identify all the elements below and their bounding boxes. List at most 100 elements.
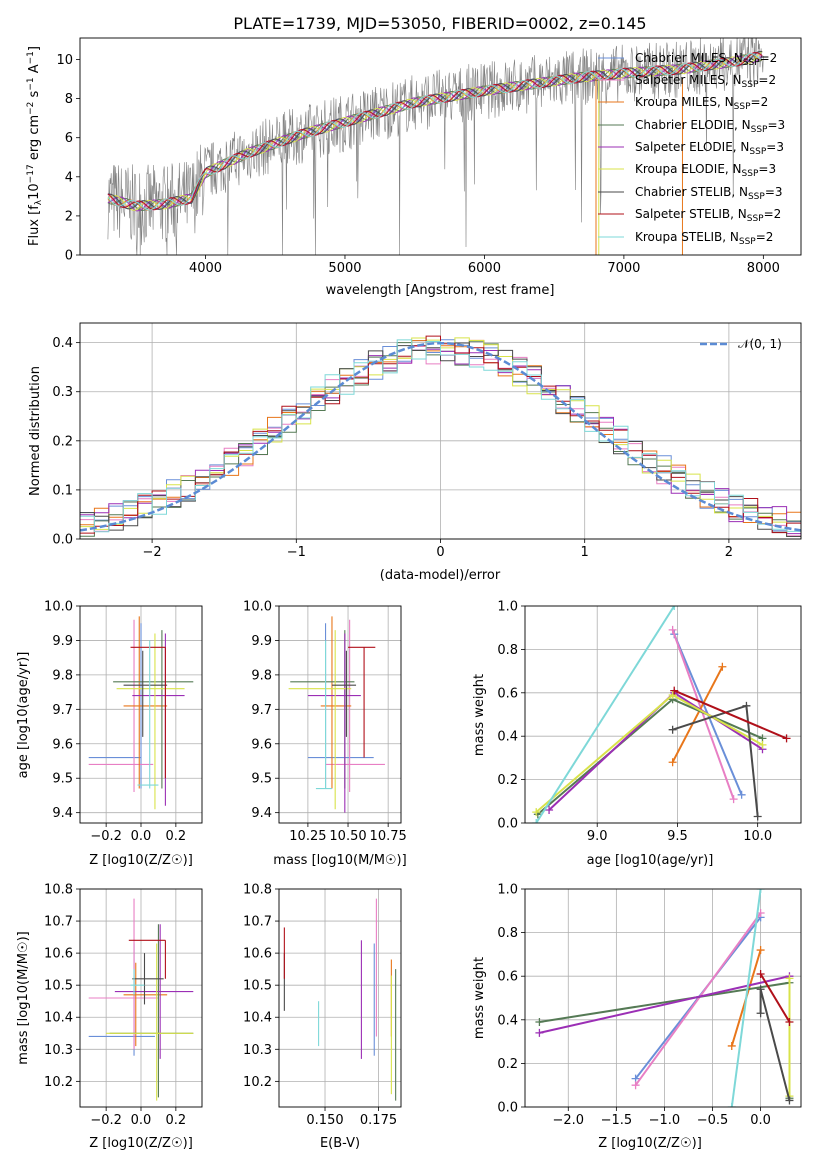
- axes-frame: [79, 37, 802, 256]
- spectrum-ylabel-g: s: [27, 90, 42, 101]
- model-spectrum: [107, 53, 763, 211]
- weight-marker: [742, 701, 751, 710]
- weight-marker: [718, 662, 727, 671]
- plot-area: [107, 38, 764, 255]
- weight-marker: [727, 1103, 736, 1107]
- y-tick-label: 9.7: [52, 703, 73, 718]
- axes: −0.2 0.0 0.2 10.2 10.3 10.4 10.5 10.6 10.7 10.8: [44, 883, 203, 1128]
- legend-label-sub: SSP: [743, 58, 760, 68]
- histogram-xlabel: (data-model)/error: [380, 568, 501, 583]
- y-tick-label: 9.7: [251, 703, 272, 718]
- model-spectrum: [107, 50, 763, 210]
- legend-label-text: Salpeter MILES, N: [635, 73, 742, 87]
- Z-xlabel-weight: Z [log10(Z/Z☉)]: [598, 1136, 702, 1151]
- age-ylabel: age [log10(age/yr)]: [16, 652, 31, 779]
- weight-marker: [670, 606, 679, 610]
- legend-label-end: =2: [760, 51, 778, 65]
- age-weight-panel: 9.0 9.5 10.0 0.0 0.2 0.4 0.6 0.8 1.0: [497, 600, 802, 844]
- spectrum-ylabel-b: λ: [34, 199, 44, 205]
- y-tick-label: 0.0: [497, 1101, 518, 1116]
- legend-label-text: Chabrier ELODIE, N: [635, 118, 751, 132]
- legend-label: Kroupa ELODIE, NSSP=3: [635, 162, 776, 179]
- x-tick-label: 0.2: [166, 1113, 187, 1128]
- x-tick-label: −1.5: [601, 1113, 633, 1128]
- weight-marker: [532, 808, 541, 817]
- spectrum-ylabel-k: ]: [27, 46, 42, 51]
- y-tick-label: 0.8: [497, 643, 518, 658]
- weight-marker: [668, 625, 677, 634]
- x-tick-label: 10.75: [370, 829, 407, 844]
- x-tick-label: 9.5: [667, 829, 688, 844]
- y-tick-label: 9.5: [52, 772, 73, 787]
- weight-marker: [756, 970, 765, 979]
- x-tick-label: 0.0: [131, 1113, 152, 1128]
- Z-xlabel-upper: Z [log10(Z/Z☉)]: [89, 853, 193, 868]
- x-tick-label: 5000: [328, 261, 361, 276]
- figure-title: PLATE=1739, MJD=53050, FIBERID=0002, z=0…: [233, 14, 646, 33]
- legend-label-sub: SSP: [747, 214, 764, 224]
- legend-label-text: Chabrier STELIB, N: [635, 185, 748, 199]
- legend-label: Kroupa STELIB, NSSP=2: [635, 230, 773, 247]
- legend-label-text: Kroupa ELODIE, N: [635, 162, 742, 176]
- x-tick-label: 1: [581, 545, 589, 560]
- legend-entry: Salpeter ELODIE, NSSP=3: [598, 140, 784, 157]
- weight-line: [671, 629, 735, 800]
- weight-marker: [668, 758, 677, 767]
- legend-label: Chabrier ELODIE, NSSP=3: [635, 118, 785, 135]
- spectrum-ylabel: Flux [fλ10−17 erg cm−2 s−1 A−1]: [26, 46, 44, 246]
- y-tick-label: 6: [65, 131, 73, 146]
- spectrum-ylabel-c: 10: [27, 183, 42, 200]
- y-tick-label: 9.6: [52, 737, 73, 752]
- Z-weight-panel: −2.0 −1.5 −1.0 −0.5 0.0 0.0 0.2 0.4 0.6 0.8 1.0: [497, 883, 802, 1128]
- x-tick-label: −0.2: [90, 829, 122, 844]
- spectrum-ylabel-d: −17: [26, 164, 36, 183]
- y-tick-label: 10.6: [44, 947, 73, 962]
- y-tick-label: 0.4: [497, 1013, 518, 1028]
- legend-entry: Chabrier ELODIE, NSSP=3: [598, 118, 785, 135]
- weight-marker: [758, 740, 767, 749]
- weight-marker: [535, 1017, 544, 1026]
- y-tick-label: 10.7: [44, 915, 73, 930]
- weight-marker: [535, 1028, 544, 1037]
- spectrum-ylabel-i: A: [27, 64, 42, 77]
- weight-marker: [756, 1009, 765, 1018]
- y-tick-label: 0: [65, 249, 73, 264]
- mass-weight-ylabel-upper: mass weight: [472, 674, 487, 756]
- x-tick-label: 2: [725, 545, 733, 560]
- legend-label: Chabrier MILES, NSSP=2: [635, 51, 777, 68]
- legend-label: Salpeter MILES, NSSP=2: [635, 73, 776, 90]
- weight-marker: [631, 1081, 640, 1090]
- mass-age-panel: 10.25 10.50 10.75 9.4 9.5 9.6 9.7 9.8 9.9 10.0: [243, 600, 407, 845]
- spectrum-ylabel-f: −2: [26, 102, 36, 115]
- x-tick-label: −1: [287, 545, 306, 560]
- spectrum-ylabel-h: −1: [26, 77, 36, 90]
- residual-histogram-panel: −2 −1 0 1 2 0.0 0.1 0.2 0.3 0.4: [52, 322, 802, 560]
- legend-entry: Kroupa ELODIE, NSSP=3: [598, 162, 776, 179]
- y-tick-label: 10.2: [44, 1075, 73, 1090]
- Z-xlabel-lower: Z [log10(Z/Z☉)]: [89, 1136, 193, 1151]
- axes: 4000 5000 6000 7000 8000 0 2 4 6 8 10: [56, 37, 802, 276]
- weight-line: [759, 973, 791, 1023]
- legend-label-sub: SSP: [739, 237, 756, 247]
- legend-entry: Salpeter MILES, NSSP=2: [598, 73, 776, 90]
- y-tick-label: 0.0: [497, 817, 518, 832]
- y-tick-label: 9.9: [52, 634, 73, 649]
- y-tick-label: 9.8: [52, 668, 73, 683]
- Z-age-panel: −0.2 0.0 0.2 9.4 9.5 9.6 9.7 9.8 9.9 10.0: [44, 600, 203, 844]
- legend-entry: Chabrier STELIB, NSSP=3: [598, 185, 783, 202]
- weight-marker: [668, 725, 677, 734]
- y-tick-label: 0.0: [52, 533, 73, 548]
- plot-area: [88, 898, 194, 1101]
- legend-label-normal: 𝒩(0, 1): [738, 337, 782, 351]
- x-tick-label: 10.25: [289, 829, 326, 844]
- x-tick-label: 0.0: [750, 1113, 771, 1128]
- x-tick-label: 0: [436, 545, 444, 560]
- y-tick-label: 10.0: [44, 600, 73, 615]
- plot-area: [88, 616, 194, 810]
- weight-marker: [785, 1017, 794, 1026]
- legend-label-text: Chabrier MILES, N: [635, 51, 743, 65]
- weight-line: [634, 912, 762, 1086]
- plot-area: [288, 616, 385, 813]
- weight-marker: [756, 985, 765, 994]
